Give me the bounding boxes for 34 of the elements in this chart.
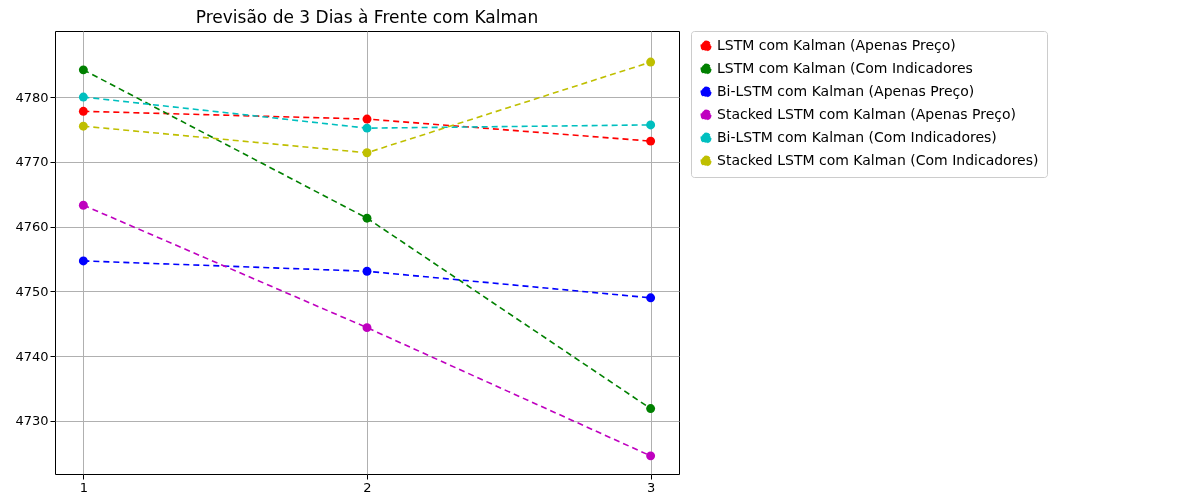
point <box>78 121 88 131</box>
point <box>362 123 372 133</box>
legend-label: LSTM com Kalman (Apenas Preço) <box>717 37 956 53</box>
point <box>362 114 372 124</box>
point <box>78 106 88 116</box>
point <box>646 404 656 414</box>
point <box>646 451 656 461</box>
point <box>362 323 372 333</box>
legend-label: Bi-LSTM com Kalman (Com Indicadores) <box>717 129 997 145</box>
y-tick-label: 4760 <box>15 219 49 235</box>
x-tick-label: 2 <box>363 479 372 495</box>
y-tick-label: 4740 <box>15 348 49 364</box>
point <box>646 293 656 303</box>
y-tick-label: 4770 <box>15 154 49 170</box>
x-tick-label: 1 <box>79 479 88 495</box>
y-tick-label: 4780 <box>15 89 49 105</box>
point <box>78 65 88 75</box>
point <box>78 256 88 266</box>
chart-title: Previsão de 3 Dias à Frente com Kalman <box>195 6 539 27</box>
point <box>646 57 656 67</box>
legend-label: Stacked LSTM com Kalman (Apenas Preço) <box>717 106 1016 122</box>
y-tick-label: 4750 <box>15 283 49 299</box>
point <box>78 200 88 210</box>
point <box>646 136 656 146</box>
legend-label: LSTM com Kalman (Com Indicadores <box>717 60 973 76</box>
point <box>362 213 372 223</box>
point <box>362 266 372 276</box>
point <box>362 148 372 158</box>
point <box>646 120 656 130</box>
legend-label: Stacked LSTM com Kalman (Com Indicadores) <box>717 152 1039 168</box>
x-tick-label: 3 <box>647 479 656 495</box>
y-tick-label: 4730 <box>15 413 49 429</box>
point <box>78 92 88 102</box>
legend-label: Bi-LSTM com Kalman (Apenas Preço) <box>717 83 975 99</box>
